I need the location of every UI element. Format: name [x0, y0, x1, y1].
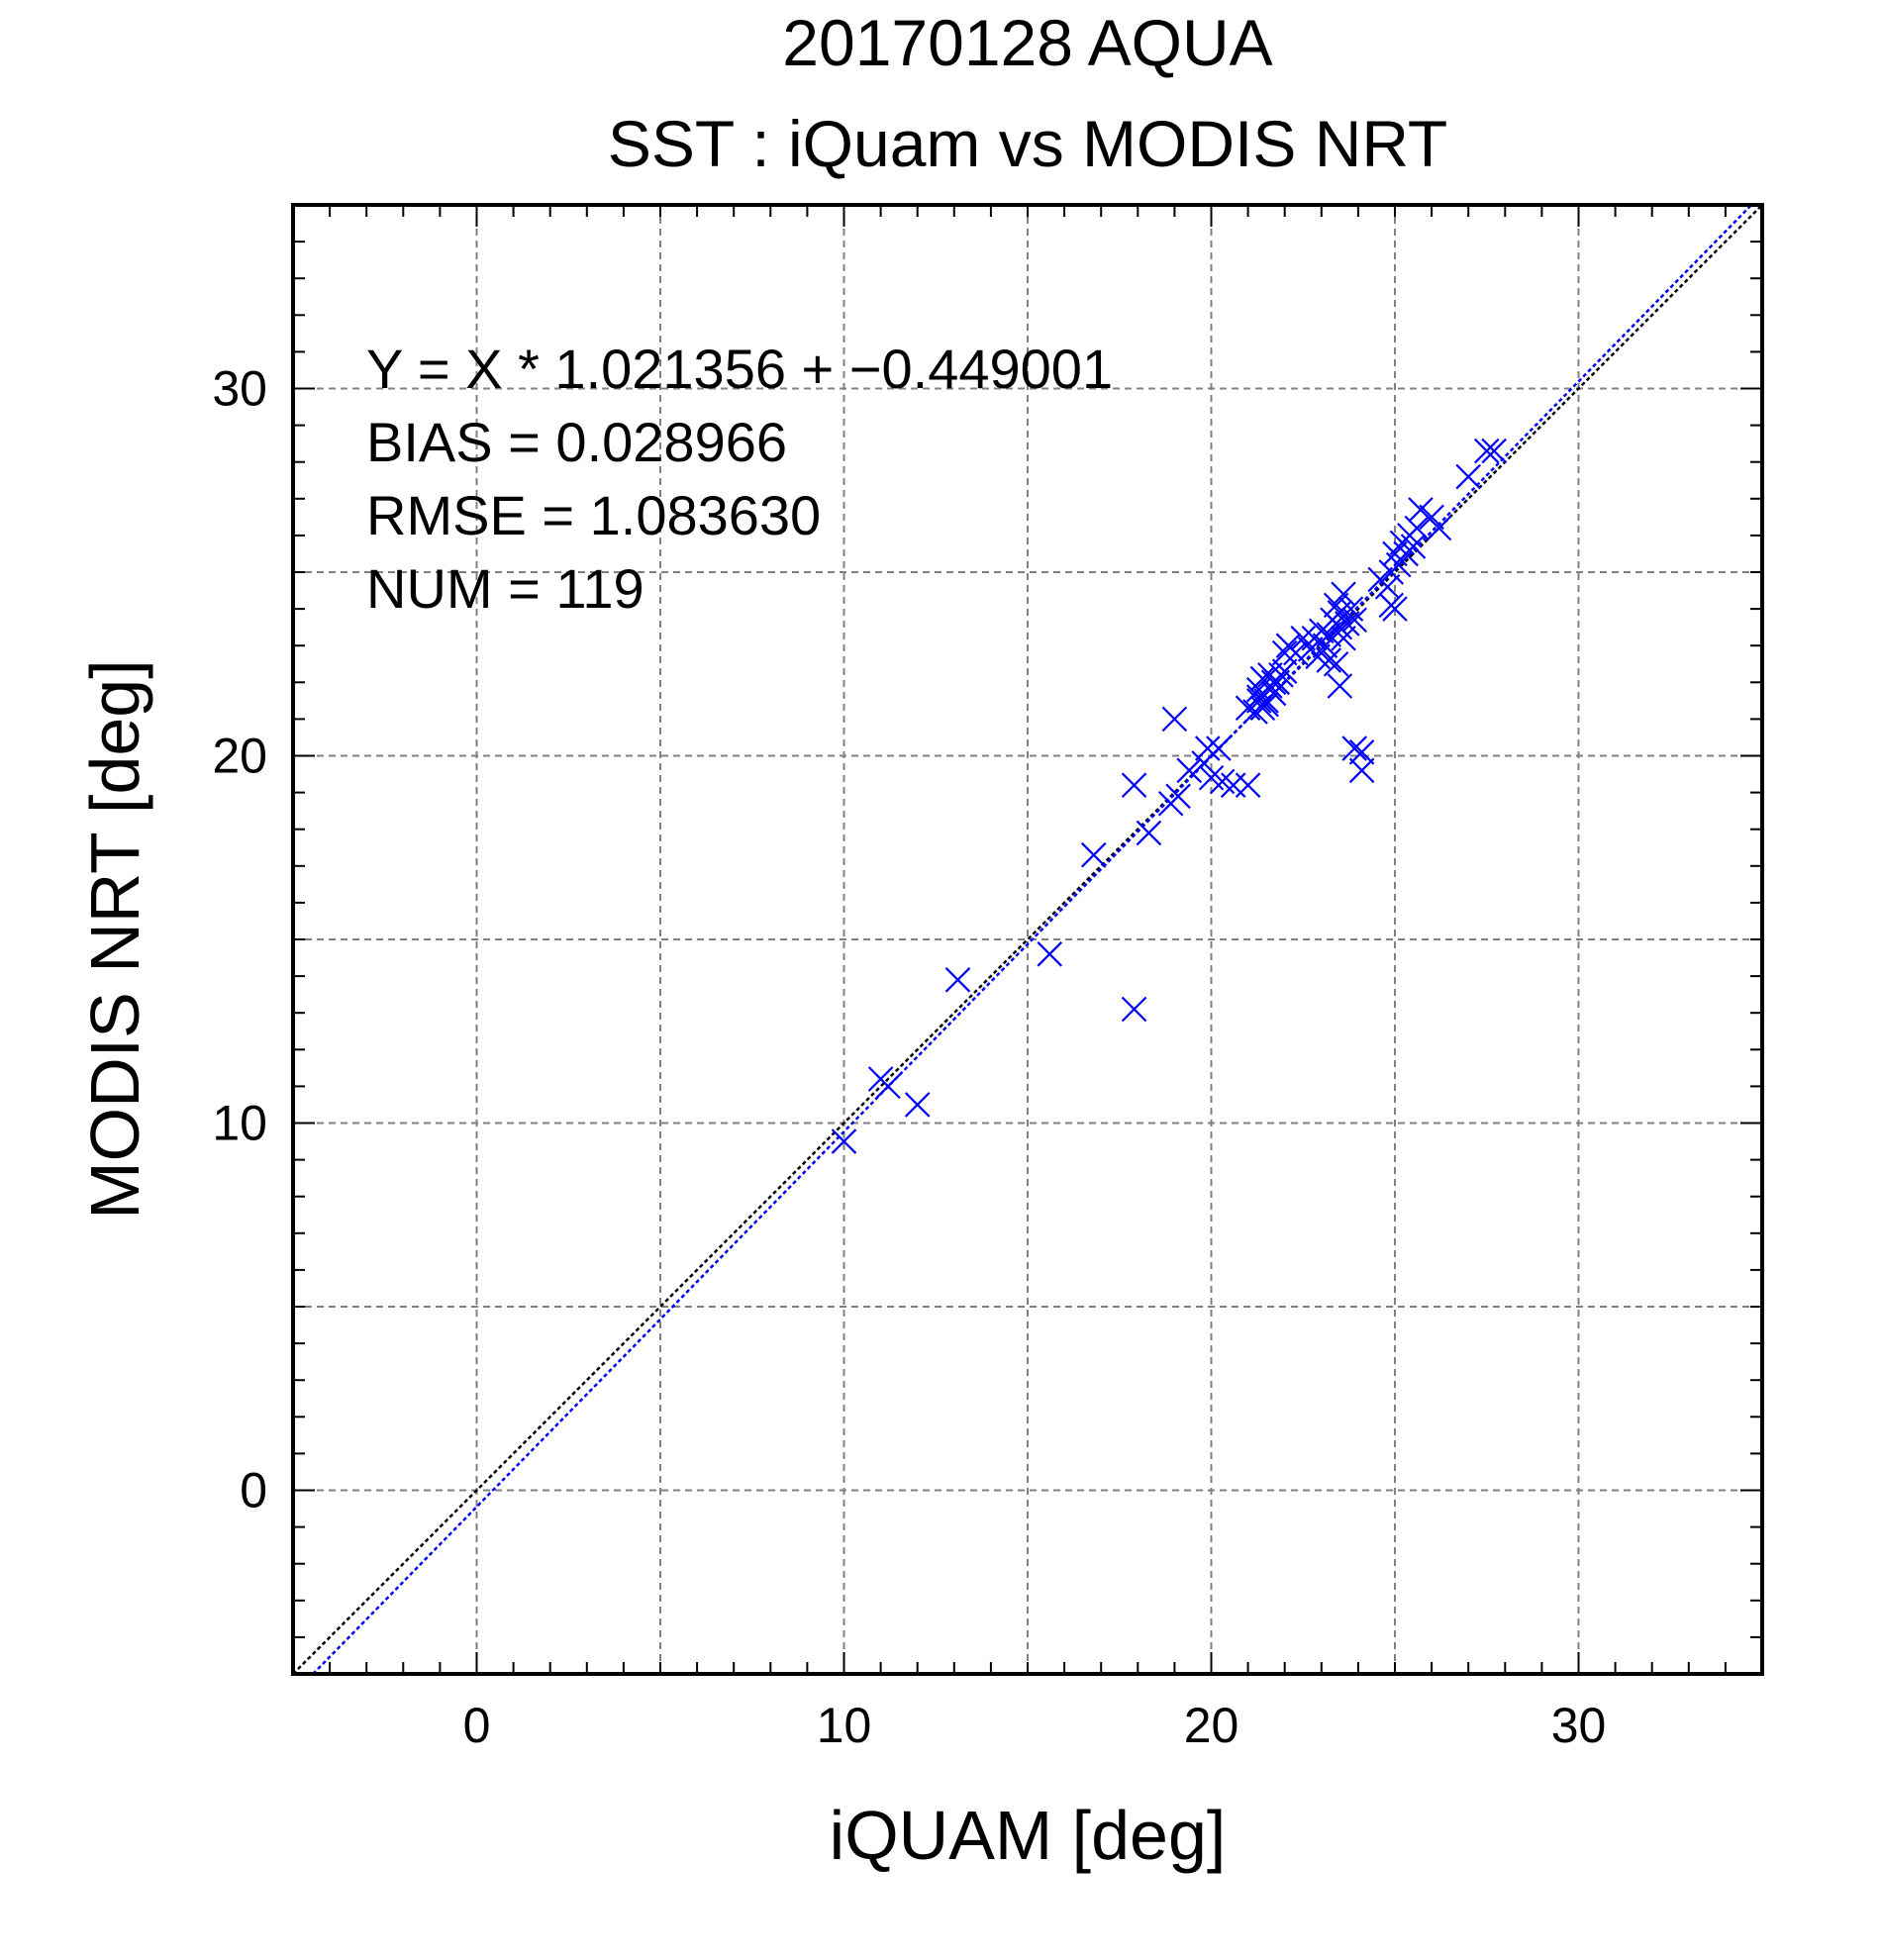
- data-point: [1426, 515, 1452, 541]
- data-point: [1195, 735, 1221, 761]
- data-point: [1176, 757, 1203, 784]
- data-point: [1283, 639, 1309, 666]
- x-tick-label: 20: [1184, 1698, 1239, 1753]
- data-point: [1341, 607, 1367, 634]
- data-point: [904, 1092, 931, 1118]
- data-point: [1260, 669, 1287, 696]
- y-tick-label: 0: [240, 1463, 267, 1519]
- data-point: [1271, 639, 1298, 666]
- data-point: [1290, 626, 1317, 651]
- chart-subtitle: SST : iQuam vs MODIS NRT: [608, 107, 1447, 180]
- data-point: [1331, 581, 1356, 608]
- data-point: [1348, 757, 1375, 784]
- data-point: [1327, 673, 1353, 699]
- data-point: [1161, 706, 1188, 733]
- chart-title: 20170128 AQUA: [782, 6, 1272, 79]
- data-point: [1419, 504, 1444, 531]
- y-axis-label: MODIS NRT [deg]: [76, 659, 153, 1219]
- y-tick-label: 30: [212, 361, 267, 417]
- data-point: [1121, 772, 1147, 798]
- data-point: [1331, 626, 1356, 651]
- data-point: [1253, 688, 1279, 714]
- data-point: [1404, 515, 1431, 541]
- data-point: [944, 967, 971, 993]
- data-point: [1382, 596, 1408, 622]
- data-point: [1165, 783, 1191, 810]
- data-point: [1081, 841, 1107, 868]
- data-point: [1316, 647, 1341, 673]
- data-point: [1037, 941, 1063, 967]
- data-point: [831, 1128, 857, 1154]
- x-tick-label: 0: [463, 1698, 491, 1753]
- x-tick-label: 30: [1551, 1698, 1607, 1753]
- data-point: [1348, 739, 1375, 765]
- y-tick-label: 10: [212, 1096, 267, 1151]
- data-point: [1481, 438, 1507, 464]
- data-point: [1473, 438, 1500, 464]
- data-point: [1136, 820, 1162, 846]
- stats-box: Y = X * 1.021356 + −0.449001 BIAS = 0.02…: [366, 338, 1113, 620]
- regression-fit-line: [312, 204, 1753, 1675]
- rmse-value: RMSE = 1.083630: [366, 484, 821, 546]
- data-point: [1385, 551, 1412, 578]
- bias-value: BIAS = 0.028966: [366, 411, 787, 473]
- data-point: [1341, 735, 1367, 761]
- data-point: [1121, 996, 1147, 1023]
- data-point: [1455, 463, 1481, 490]
- data-point: [1323, 650, 1349, 677]
- data-point: [1235, 772, 1261, 798]
- data-point: [1264, 669, 1291, 696]
- data-point: [1334, 611, 1360, 637]
- data-point: [1323, 592, 1349, 619]
- tick-labels: 0 10 20 30 0 10 20 30: [212, 361, 1606, 1754]
- x-axis-label: iQUAM [deg]: [830, 1797, 1227, 1874]
- data-point: [1206, 735, 1232, 761]
- data-point: [1316, 622, 1341, 647]
- reference-lines: [292, 204, 1763, 1675]
- grid: [293, 205, 1762, 1674]
- data-point: [875, 1073, 901, 1100]
- scatter-points: [831, 438, 1507, 1154]
- plot-frame: [291, 203, 1764, 1676]
- fit-equation: Y = X * 1.021356 + −0.449001: [366, 338, 1113, 400]
- num-value: NUM = 119: [366, 557, 644, 620]
- y-tick-label: 20: [212, 729, 267, 784]
- x-tick-label: 10: [817, 1698, 872, 1753]
